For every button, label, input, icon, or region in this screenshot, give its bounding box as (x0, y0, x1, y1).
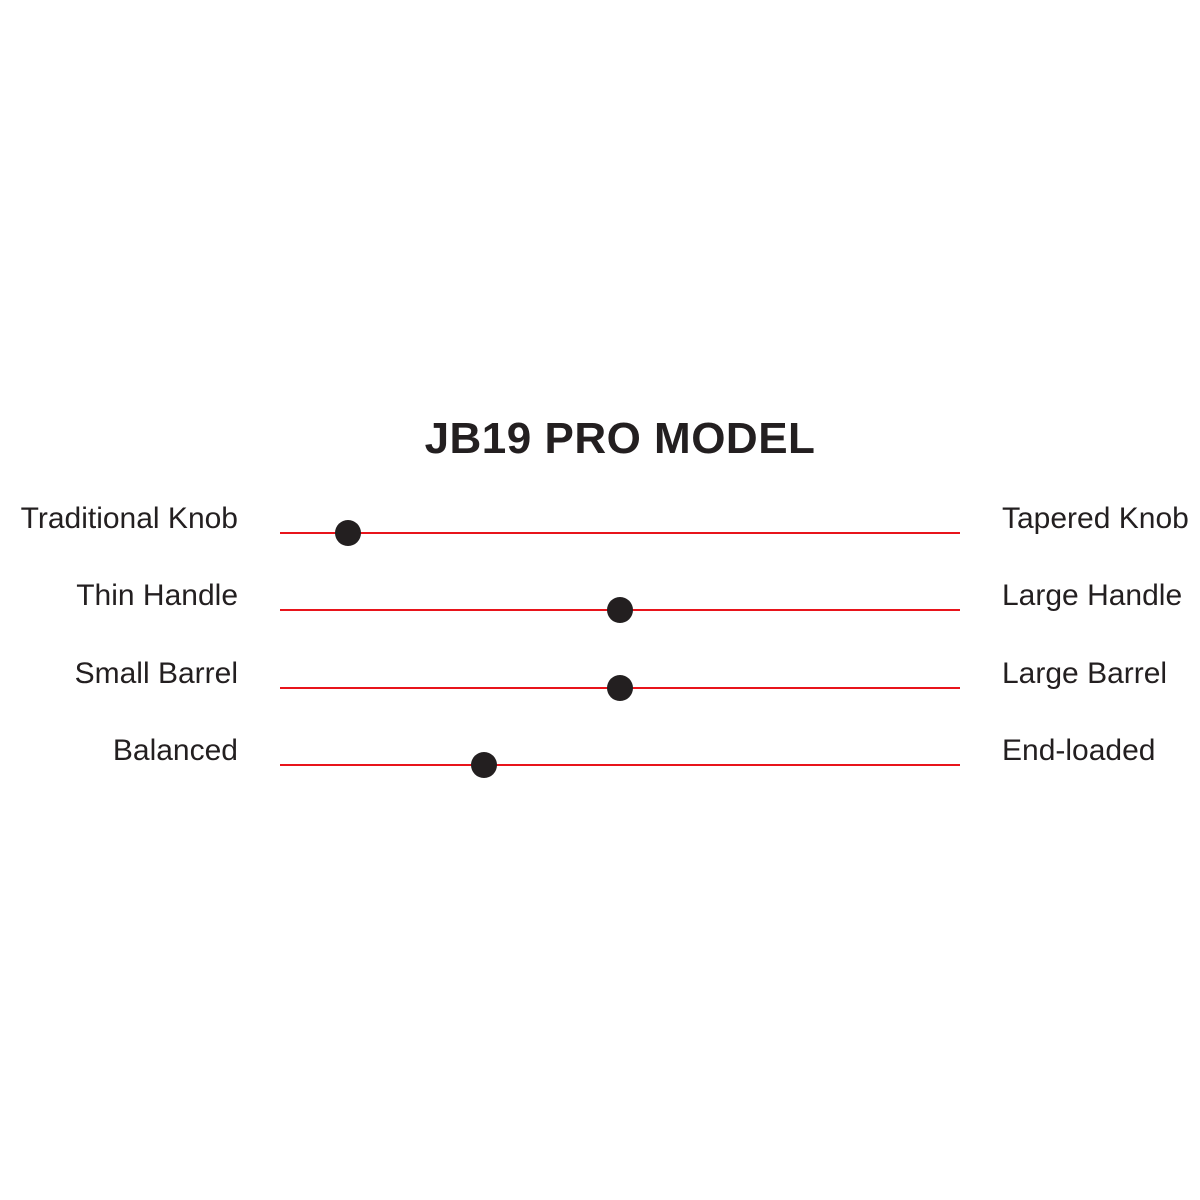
right-label: Large Barrel (1002, 657, 1168, 690)
value-marker (471, 752, 497, 778)
left-label: Small Barrel (74, 657, 238, 690)
scale-line (280, 764, 960, 766)
scale-line (280, 532, 960, 534)
chart-title: JB19 PRO MODEL (424, 414, 816, 463)
right-label: End-loaded (1002, 734, 1156, 767)
left-label: Traditional Knob (20, 502, 238, 535)
right-label: Tapered Knob (1002, 502, 1189, 535)
value-marker (335, 520, 361, 546)
right-label: Large Handle (1002, 579, 1183, 612)
left-label: Balanced (112, 734, 238, 767)
value-marker (607, 597, 633, 623)
left-label: Thin Handle (76, 579, 238, 612)
value-marker (607, 675, 633, 701)
